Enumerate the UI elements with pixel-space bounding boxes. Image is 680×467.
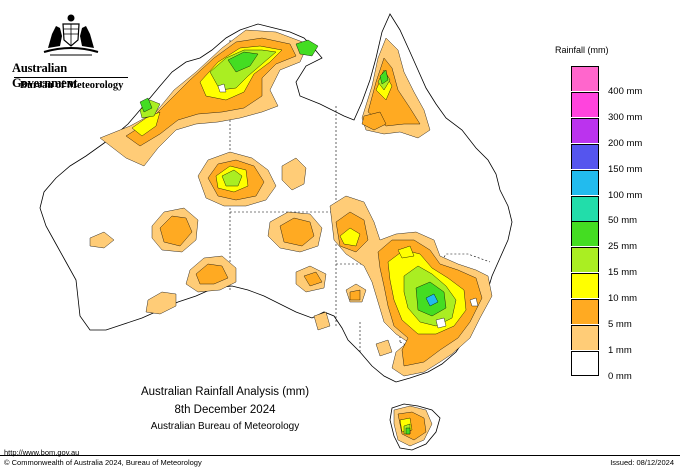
- dry-holes: [217, 83, 479, 329]
- legend-label: 200 mm: [608, 137, 643, 149]
- map-date: 8th December 2024: [174, 404, 276, 416]
- rain-50mm: [425, 293, 439, 307]
- issued-date: Issued: 08/12/2024: [610, 458, 674, 467]
- legend-label: 100 mm: [608, 189, 643, 201]
- copyright-text: © Commonwealth of Australia 2024, Bureau…: [4, 458, 202, 467]
- legend-swatch: [571, 143, 599, 169]
- legend-swatch: [571, 195, 599, 221]
- legend-swatch: [571, 273, 599, 299]
- legend-swatch: [571, 169, 599, 195]
- legend-label: 300 mm: [608, 111, 643, 123]
- website-url: http://www.bom.gov.au: [4, 448, 80, 457]
- legend-label: 5 mm: [608, 319, 632, 330]
- footer-divider: [0, 455, 680, 456]
- legend-label: 0 mm: [608, 370, 632, 382]
- coat-of-arms-icon: [43, 14, 99, 56]
- legend-label: 1 mm: [608, 344, 632, 356]
- legend-label: 25 mm: [608, 241, 638, 253]
- legend-swatch: [571, 247, 599, 273]
- legend-label: 50 mm: [608, 215, 638, 227]
- map-source: Australian Bureau of Meteorology: [150, 421, 300, 432]
- government-title: Australian Government: [12, 61, 78, 90]
- legend-swatch: [571, 299, 599, 325]
- legend-label: 10 mm: [608, 293, 638, 305]
- legend-title: Rainfall (mm): [555, 45, 609, 55]
- map-title: Australian Rainfall Analysis (mm): [140, 386, 310, 398]
- legend-swatch: [571, 221, 599, 247]
- agency-title: Bureau of Meteorology: [20, 80, 124, 91]
- rain-25mm: [139, 39, 447, 435]
- legend-swatch: [571, 66, 599, 91]
- header-divider: [14, 77, 128, 78]
- legend-label: 150 mm: [608, 163, 643, 175]
- legend-swatch: [571, 117, 599, 143]
- legend-swatch: [571, 350, 599, 376]
- legend-swatch: [571, 325, 599, 350]
- legend-swatch: [571, 91, 599, 117]
- legend-label: 15 mm: [608, 267, 638, 279]
- legend-label: 400 mm: [608, 85, 643, 97]
